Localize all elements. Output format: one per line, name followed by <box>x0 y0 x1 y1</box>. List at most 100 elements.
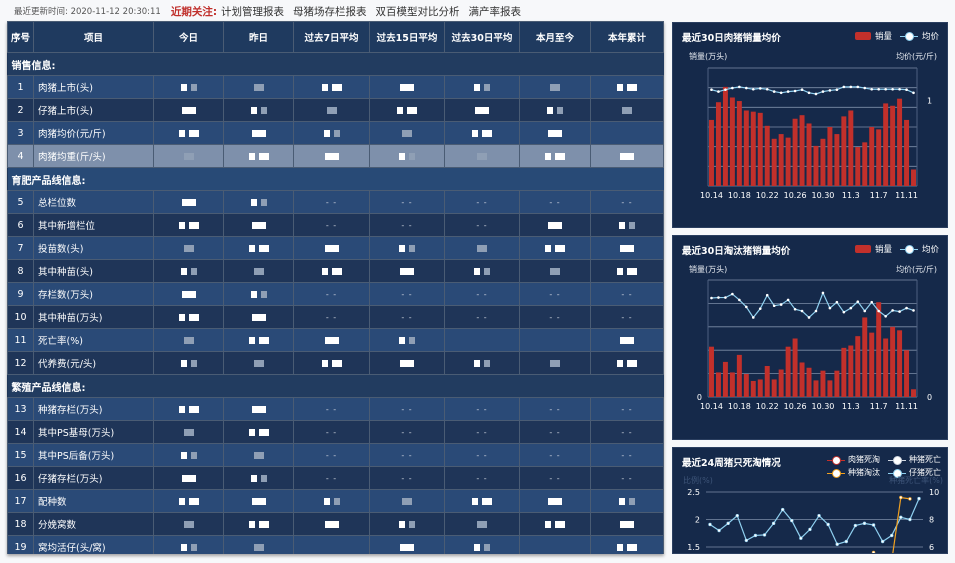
report-table-container[interactable]: 序号 项目 今日 昨日 过去7日平均 过去15日平均 过去30日平均 本月至今 本年累计 销售信… <box>7 21 664 554</box>
table-row[interactable]: 18 分娩窝数 <box>7 512 664 536</box>
price-point <box>793 89 797 93</box>
table-row[interactable]: 19 窝均活仔(头/窝) <box>7 535 664 554</box>
table-row[interactable]: 6 其中新增栏位 - -- -- - <box>7 213 664 237</box>
redacted-value <box>153 190 224 214</box>
bar <box>855 147 861 186</box>
price-point <box>786 90 790 93</box>
redacted-block <box>548 129 562 137</box>
bar <box>911 169 916 186</box>
redacted-block <box>321 83 328 91</box>
redacted-block <box>409 336 415 344</box>
table-row[interactable]: 2 仔猪上市(头) <box>7 98 664 122</box>
redacted-block <box>181 290 196 298</box>
redacted-block <box>190 83 197 91</box>
redacted-block <box>188 497 199 505</box>
redacted-value <box>369 489 445 513</box>
redacted-block <box>250 198 257 206</box>
bar <box>736 354 742 397</box>
y-axis-label-right: 种猪死亡率(%) <box>889 476 943 485</box>
table-row[interactable]: 4 肉猪均重(斤/头) <box>7 144 664 168</box>
redacted-value <box>153 328 224 352</box>
row-item-label: 肉猪均价(元/斤) <box>33 121 154 145</box>
table-row[interactable]: 1 肉猪上市(头) <box>7 75 664 99</box>
section-header-row: 育肥产品线信息: <box>7 167 664 191</box>
redacted-block <box>548 497 562 505</box>
redacted-block <box>178 405 185 413</box>
table-header-row: 序号 项目 今日 昨日 过去7日平均 过去15日平均 过去30日平均 本月至今 本年累计 <box>7 21 664 53</box>
price-point <box>835 88 839 92</box>
redacted-block <box>333 129 340 137</box>
row-number: 17 <box>7 489 34 513</box>
table-row[interactable]: 10 其中种苗(万头) - -- -- -- -- - <box>7 305 664 329</box>
redacted-block <box>190 267 197 275</box>
redacted-block <box>248 520 255 528</box>
redacted-value <box>369 75 445 99</box>
redacted-block <box>474 267 480 275</box>
price-point <box>772 304 776 308</box>
price-point <box>821 90 825 93</box>
row-item-label: 其中种苗(头) <box>33 259 154 283</box>
series-point <box>908 497 912 501</box>
redacted-value <box>153 259 224 283</box>
table-row[interactable]: 7 投苗数(头) <box>7 236 664 260</box>
redacted-block <box>547 106 553 114</box>
table-row[interactable]: 15 其中PS后备(万头) - -- -- -- -- - <box>7 443 664 467</box>
cell-value: - - <box>444 213 520 237</box>
row-number: 4 <box>7 144 34 168</box>
redacted-value <box>519 259 591 283</box>
redacted-block <box>188 221 199 229</box>
table-row[interactable]: 8 其中种苗(头) <box>7 259 664 283</box>
cull-sales-chart-panel: 最近30日淘汰猪销量均价 销量 均价 销量(万头) 均价(元/斤) 10.14 1… <box>672 235 948 440</box>
x-tick-label: 11.7 <box>870 191 888 200</box>
redacted-block <box>326 106 337 114</box>
redacted-value <box>590 535 664 554</box>
table-row[interactable]: 14 其中PS基母(万头) - -- -- -- -- - <box>7 420 664 444</box>
bar <box>785 346 791 397</box>
legend-marker <box>888 455 906 465</box>
redacted-block <box>253 451 264 459</box>
column-header: 本年累计 <box>590 21 664 53</box>
redacted-block <box>474 83 480 91</box>
price-point <box>898 310 901 313</box>
price-point <box>842 85 846 89</box>
table-row[interactable]: 5 总栏位数 - -- -- -- -- - <box>7 190 664 214</box>
redacted-block <box>407 106 417 114</box>
table-row[interactable]: 13 种猪存栏(万头) - -- -- -- -- - <box>7 397 664 421</box>
redacted-block <box>617 267 623 275</box>
redacted-block <box>258 428 269 436</box>
pork-sales-chart-panel: 最近30日肉猪销量均价 销量 均价 销量(万头) 均价(元/斤) 10.14 10… <box>672 22 948 228</box>
redacted-block <box>178 497 185 505</box>
redacted-value <box>444 236 520 260</box>
table-row[interactable]: 9 存栏数(万头) - -- -- -- -- - <box>7 282 664 306</box>
bar <box>715 372 721 397</box>
link-sow-inventory-report[interactable]: 母猪场存栏报表 <box>293 5 367 18</box>
link-plan-report[interactable]: 计划管理报表 <box>221 5 285 18</box>
redacted-block <box>251 221 266 229</box>
table-row[interactable]: 3 肉猪均价(元/斤) <box>7 121 664 145</box>
series-point <box>726 521 730 526</box>
redacted-value <box>153 489 224 513</box>
cell-value: - - <box>369 397 445 421</box>
redacted-value <box>153 466 224 490</box>
table-row[interactable]: 12 代养费(元/头) <box>7 351 664 375</box>
link-model-comparison[interactable]: 双百模型对比分析 <box>375 5 460 18</box>
price-point <box>738 85 741 89</box>
row-item-label: 总栏位数 <box>33 190 154 214</box>
redacted-block <box>251 313 266 321</box>
link-capacity-report[interactable]: 满产率报表 <box>468 5 522 18</box>
redacted-value <box>223 305 294 329</box>
redacted-value <box>153 75 224 99</box>
series-line <box>892 496 911 553</box>
redacted-value <box>519 351 591 375</box>
redacted-value <box>590 512 664 536</box>
bar <box>841 116 847 186</box>
table-row[interactable]: 11 死亡率(%) <box>7 328 664 352</box>
redacted-block <box>331 83 342 91</box>
table-row[interactable]: 17 配种数 <box>7 489 664 513</box>
redacted-value <box>590 98 664 122</box>
redacted-block <box>620 152 634 160</box>
table-row[interactable]: 16 仔猪存栏(万头) - -- -- -- -- - <box>7 466 664 490</box>
row-item-label: 种猪存栏(万头) <box>33 397 154 421</box>
redacted-block <box>253 83 264 91</box>
redacted-value <box>444 512 520 536</box>
